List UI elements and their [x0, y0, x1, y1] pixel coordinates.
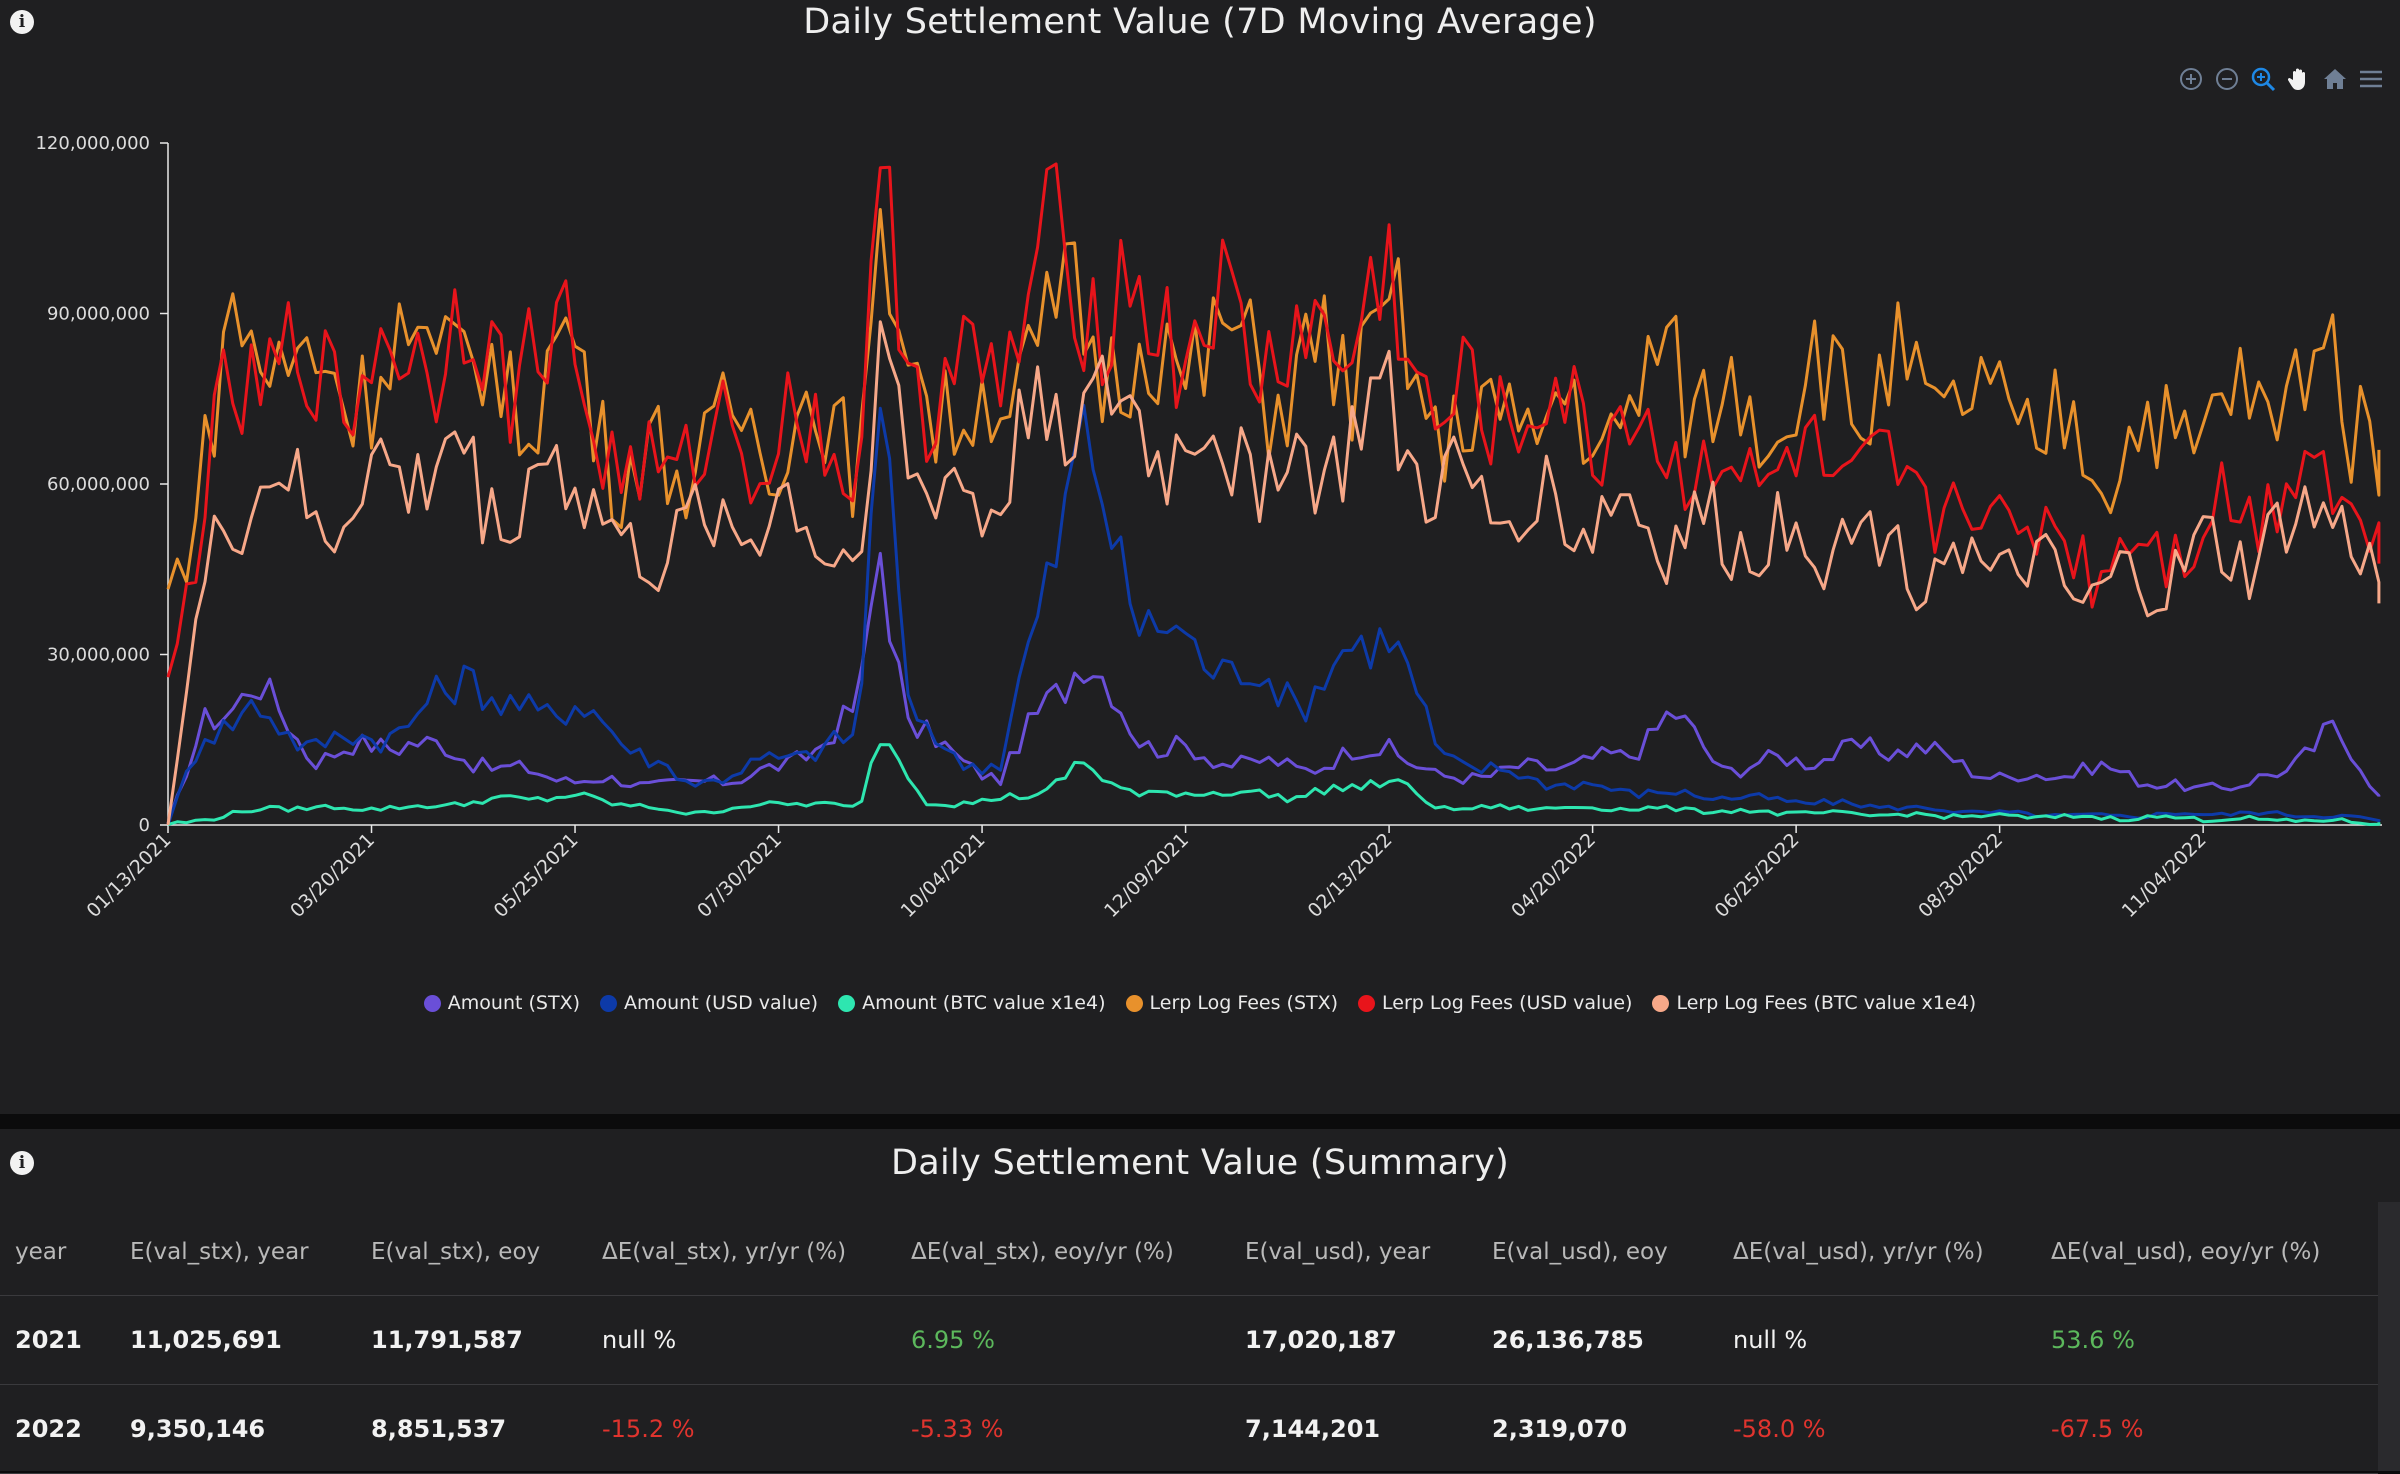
summary-table: year E(val_stx), year E(val_stx), eoy ΔE… [0, 1209, 2378, 1474]
x-tick-label: 01/13/2021 [83, 829, 176, 922]
table-cell: -15.2 % [587, 1384, 896, 1474]
table-row: 2021 11,025,691 11,791,587 null % 6.95 %… [0, 1295, 2378, 1385]
legend-marker-icon [1652, 994, 1670, 1012]
y-tick-label: 60,000,000 [47, 474, 150, 495]
legend-marker-icon [1125, 994, 1143, 1012]
legend-label: Amount (STX) [447, 992, 580, 1014]
zoom-out-icon[interactable] [2212, 64, 2242, 94]
series-line[interactable] [166, 551, 2381, 824]
legend-item[interactable]: Lerp Log Fees (BTC value x1e4) [1652, 992, 1976, 1014]
series-line[interactable] [166, 403, 2381, 826]
x-tick-label: 07/30/2021 [693, 829, 786, 922]
table-cell: 26,136,785 [1477, 1295, 1718, 1385]
table-cell: -67.5 % [2036, 1384, 2378, 1474]
series-line[interactable] [166, 320, 2381, 826]
y-tick-label: 120,000,000 [35, 133, 150, 154]
column-header[interactable]: ΔE(val_stx), yr/yr (%) [587, 1209, 896, 1296]
info-icon[interactable]: i [10, 1151, 34, 1175]
column-header[interactable]: ΔE(val_usd), eoy/yr (%) [2036, 1209, 2378, 1296]
x-tick-label: 12/09/2021 [1100, 829, 1193, 922]
legend-label: Amount (BTC value x1e4) [862, 992, 1106, 1014]
legend-marker-icon [423, 994, 441, 1012]
y-tick-label: 90,000,000 [47, 304, 150, 325]
column-header[interactable]: E(val_stx), year [115, 1209, 356, 1296]
column-header[interactable]: E(val_usd), eoy [1477, 1209, 1718, 1296]
summary-panel: i Daily Settlement Value (Summary) year … [0, 1129, 2400, 1474]
chart-title: Daily Settlement Value (7D Moving Averag… [803, 2, 1597, 42]
table-cell: 11,791,587 [356, 1295, 587, 1385]
x-tick-label: 05/25/2021 [490, 829, 583, 922]
legend-marker-icon [600, 994, 617, 1012]
column-header[interactable]: E(val_stx), eoy [356, 1209, 587, 1296]
table-cell: 6.95 % [896, 1295, 1230, 1385]
table-cell: null % [587, 1295, 896, 1385]
info-icon[interactable]: i [10, 10, 34, 34]
table-cell: 9,350,146 [115, 1384, 356, 1474]
legend-label: Lerp Log Fees (BTC value x1e4) [1676, 992, 1977, 1014]
home-icon[interactable] [2320, 64, 2350, 94]
legend-label: Lerp Log Fees (STX) [1149, 992, 1339, 1014]
vertical-scrollbar[interactable] [2378, 1202, 2400, 1471]
legend-marker-icon [838, 994, 856, 1012]
legend-label: Lerp Log Fees (USD value) [1382, 992, 1633, 1014]
legend-item[interactable]: Lerp Log Fees (STX) [1125, 992, 1339, 1014]
x-tick-label: 11/04/2022 [2118, 829, 2211, 922]
y-tick-label: 30,000,000 [47, 645, 150, 666]
x-tick-label: 06/25/2022 [1711, 829, 1804, 922]
table-cell: 2022 [0, 1384, 115, 1474]
series-line[interactable] [167, 743, 2381, 827]
x-tick-label: 08/30/2022 [1914, 829, 2007, 922]
column-header[interactable]: year [0, 1209, 115, 1296]
table-cell: 2,319,070 [1477, 1384, 1718, 1474]
y-tick-label: 0 [139, 815, 150, 836]
column-header[interactable]: ΔE(val_usd), yr/yr (%) [1718, 1209, 2036, 1296]
legend-marker-icon [1358, 994, 1376, 1012]
table-cell: 7,144,201 [1230, 1384, 1477, 1474]
table-cell: -58.0 % [1718, 1384, 2036, 1474]
x-tick-label: 02/13/2022 [1304, 829, 1397, 922]
column-header[interactable]: E(val_usd), year [1230, 1209, 1477, 1296]
menu-icon[interactable] [2356, 64, 2386, 94]
legend-label: Amount (USD value) [624, 992, 819, 1014]
table-cell: null % [1718, 1295, 2036, 1385]
table-header-row: year E(val_stx), year E(val_stx), eoy ΔE… [0, 1209, 2378, 1296]
x-tick-label: 04/20/2022 [1507, 829, 1600, 922]
selection-zoom-icon[interactable] [2248, 64, 2278, 94]
legend-item[interactable]: Amount (USD value) [600, 992, 818, 1014]
x-tick-label: 03/20/2021 [286, 829, 379, 922]
series-line[interactable] [166, 162, 2381, 678]
series-line[interactable] [166, 208, 2381, 590]
legend-item[interactable]: Amount (BTC value x1e4) [838, 992, 1106, 1014]
chart-panel: i Daily Settlement Value (7D Moving Aver… [0, 0, 2400, 1114]
summary-title: Daily Settlement Value (Summary) [890, 1143, 1510, 1183]
zoom-in-icon[interactable] [2176, 64, 2206, 94]
column-header[interactable]: ΔE(val_stx), eoy/yr (%) [896, 1209, 1230, 1296]
pan-icon[interactable] [2284, 64, 2314, 94]
legend-item[interactable]: Amount (STX) [423, 992, 580, 1014]
table-cell: 8,851,537 [356, 1384, 587, 1474]
table-cell: 11,025,691 [115, 1295, 356, 1385]
table-cell: 53.6 % [2036, 1295, 2378, 1385]
table-cell: -5.33 % [896, 1384, 1230, 1474]
table-cell: 17,020,187 [1230, 1295, 1477, 1385]
line-chart[interactable]: 0 30,000,000 60,000,000 90,000,000 120,000,0… [0, 0, 2400, 1114]
chart-legend: Amount (STX) Amount (USD value) Amount (… [0, 992, 2400, 1014]
chart-toolbar [2176, 64, 2386, 94]
table-cell: 2021 [0, 1295, 115, 1385]
table-row: 2022 9,350,146 8,851,537 -15.2 % -5.33 %… [0, 1384, 2378, 1474]
x-tick-label: 10/04/2021 [897, 829, 990, 922]
legend-item[interactable]: Lerp Log Fees (USD value) [1358, 992, 1632, 1014]
